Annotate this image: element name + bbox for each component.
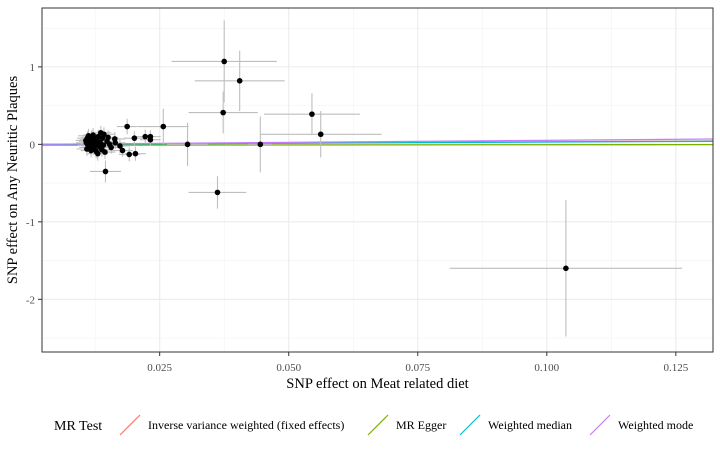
- data-point: [142, 133, 149, 140]
- y-tick-label: 1: [30, 62, 36, 74]
- x-axis-title: SNP effect on Meat related diet: [286, 376, 468, 392]
- data-point: [106, 141, 113, 148]
- fit-line-mr-egger: [42, 143, 713, 146]
- data-point: [100, 142, 107, 148]
- x-tick-label: 0.100: [534, 362, 559, 374]
- data-point: [220, 109, 226, 116]
- data-point: [117, 143, 123, 149]
- data-point: [112, 140, 119, 146]
- x-tick-label: 0.125: [663, 362, 688, 374]
- data-point: [124, 123, 130, 130]
- data-points: [83, 58, 569, 272]
- y-tick-label: 0: [30, 139, 36, 151]
- data-point: [563, 265, 569, 272]
- data-point: [126, 151, 133, 158]
- data-point: [236, 78, 243, 84]
- regression-lines: [42, 138, 713, 146]
- data-point: [160, 123, 167, 130]
- data-point: [257, 141, 264, 148]
- data-point: [147, 133, 154, 140]
- legend-label: MR Egger: [396, 418, 446, 432]
- data-point: [221, 58, 228, 65]
- data-point: [84, 146, 90, 152]
- y-axis-title: SNP effect on Any Neuritic Plaques: [5, 76, 21, 285]
- legend-label: Inverse variance weighted (fixed effects…: [148, 418, 344, 432]
- data-point: [94, 150, 101, 157]
- legend-title: MR Test: [54, 419, 102, 434]
- legend-key-line: [459, 414, 481, 436]
- data-point: [102, 149, 108, 155]
- data-point: [105, 134, 111, 141]
- data-point: [131, 135, 138, 141]
- legend-key-line: [589, 414, 611, 436]
- fit-line-weighted-mode: [42, 138, 713, 145]
- data-point: [309, 111, 315, 117]
- axis-tick-labels: 0.025 0.050 0.075 0.100 0.125 -2 -1 0 1: [26, 62, 689, 374]
- legend-label: Weighted median: [488, 418, 572, 432]
- y-tick-label: -2: [26, 294, 35, 306]
- data-point: [132, 150, 139, 157]
- y-tick-label: -1: [26, 217, 35, 229]
- data-point: [83, 137, 89, 144]
- data-point: [102, 168, 109, 175]
- gridlines: [42, 8, 713, 352]
- x-tick-label: 0.075: [405, 362, 430, 374]
- x-tick-label: 0.025: [147, 362, 172, 374]
- data-point: [119, 147, 126, 154]
- plot-panel-border: [41, 7, 714, 353]
- legend-label: Weighted mode: [618, 418, 693, 432]
- legend: MR Test Inverse variance weighted (fixed…: [54, 413, 693, 437]
- data-point: [184, 141, 191, 148]
- data-point: [317, 131, 324, 138]
- legend-key-line: [367, 414, 389, 436]
- axis-ticks: [38, 66, 677, 356]
- legend-key-line: [119, 414, 141, 436]
- data-point: [98, 129, 104, 136]
- data-point: [214, 189, 221, 196]
- x-tick-label: 0.050: [276, 362, 301, 374]
